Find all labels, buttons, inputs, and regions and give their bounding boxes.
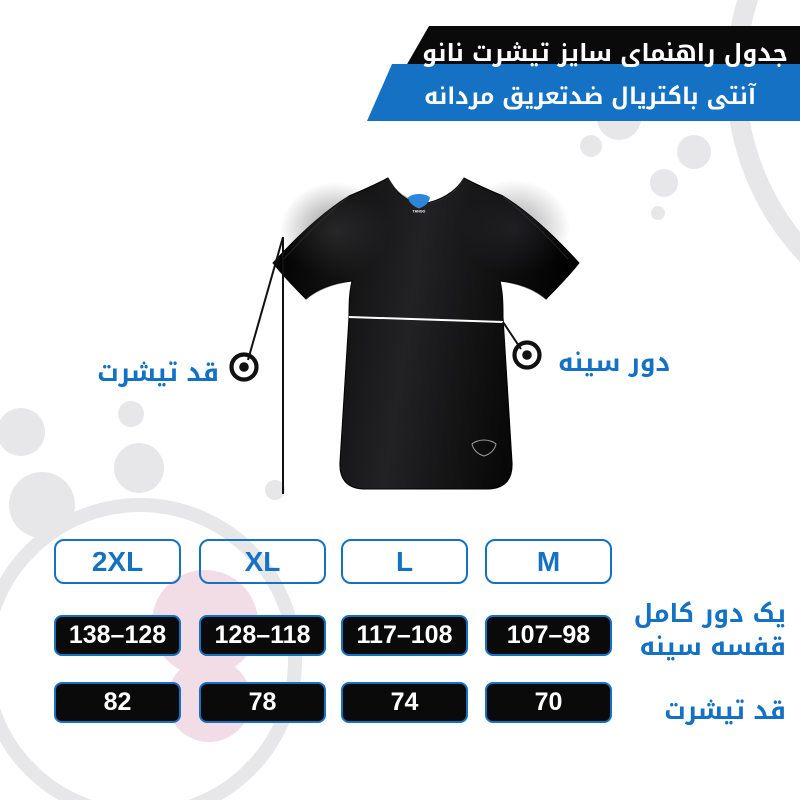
svg-text:TANGO: TANGO <box>413 210 426 214</box>
